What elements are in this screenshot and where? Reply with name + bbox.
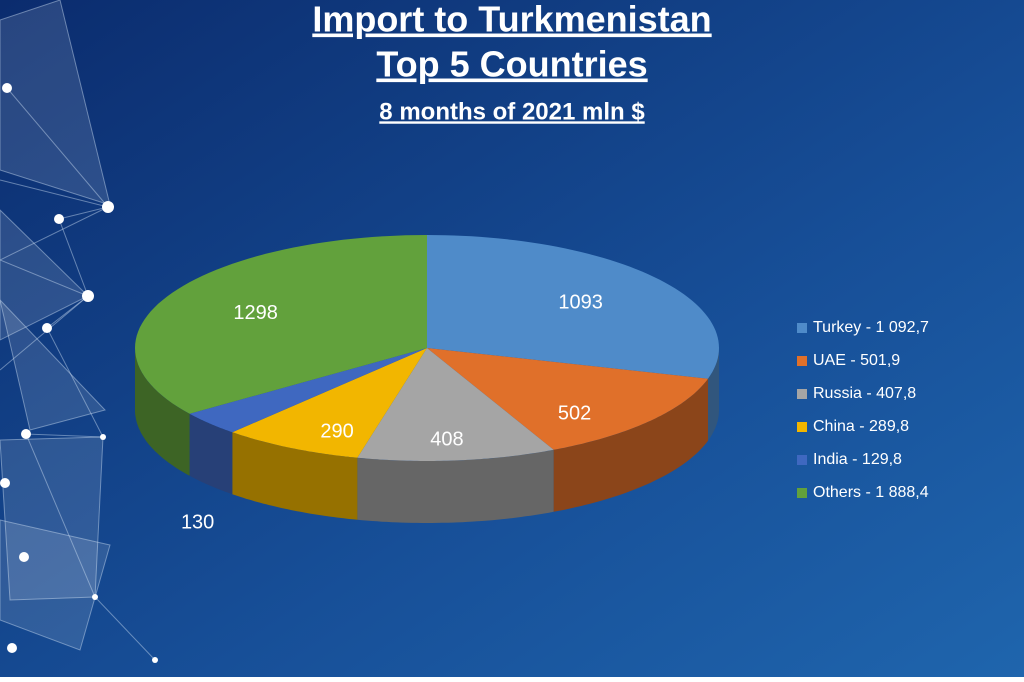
slice (232, 348, 427, 458)
data-label: 1298 (233, 302, 278, 324)
legend-label: Turkey - 1 092,7 (813, 319, 929, 336)
legend-label: Others - 1 888,4 (813, 484, 929, 501)
legend-swatch (797, 389, 807, 399)
slice-side (189, 413, 233, 495)
legend-swatch (797, 323, 807, 333)
data-label: 290 (320, 420, 353, 442)
slice (357, 348, 554, 461)
slice (427, 348, 708, 450)
slice-side (135, 348, 190, 476)
legend-label: UAE - 501,9 (813, 352, 900, 369)
legend-swatch (797, 356, 807, 366)
data-label: 408 (430, 428, 463, 450)
chart-title: Import to Turkmenistan (312, 0, 711, 40)
slice (189, 348, 427, 433)
data-label: 130 (181, 512, 214, 534)
chart-subtitle: 8 months of 2021 mln $ (379, 98, 645, 125)
slice (135, 235, 427, 414)
data-label: 1093 (558, 291, 603, 313)
slice-side (553, 378, 708, 512)
legend-swatch (797, 422, 807, 432)
legend-swatch (797, 455, 807, 465)
slice (427, 235, 719, 379)
slice-side (708, 348, 719, 441)
legend-label: China - 289,8 (813, 418, 909, 435)
network-nodes (0, 83, 158, 663)
slice-side (357, 449, 554, 523)
chart-title-line2: Top 5 Countries (376, 44, 647, 85)
slice-side (232, 432, 358, 520)
legend-label: Russia - 407,8 (813, 385, 916, 402)
legend-swatch (797, 488, 807, 498)
legend-label: India - 129,8 (813, 451, 902, 468)
data-label: 502 (558, 402, 591, 424)
